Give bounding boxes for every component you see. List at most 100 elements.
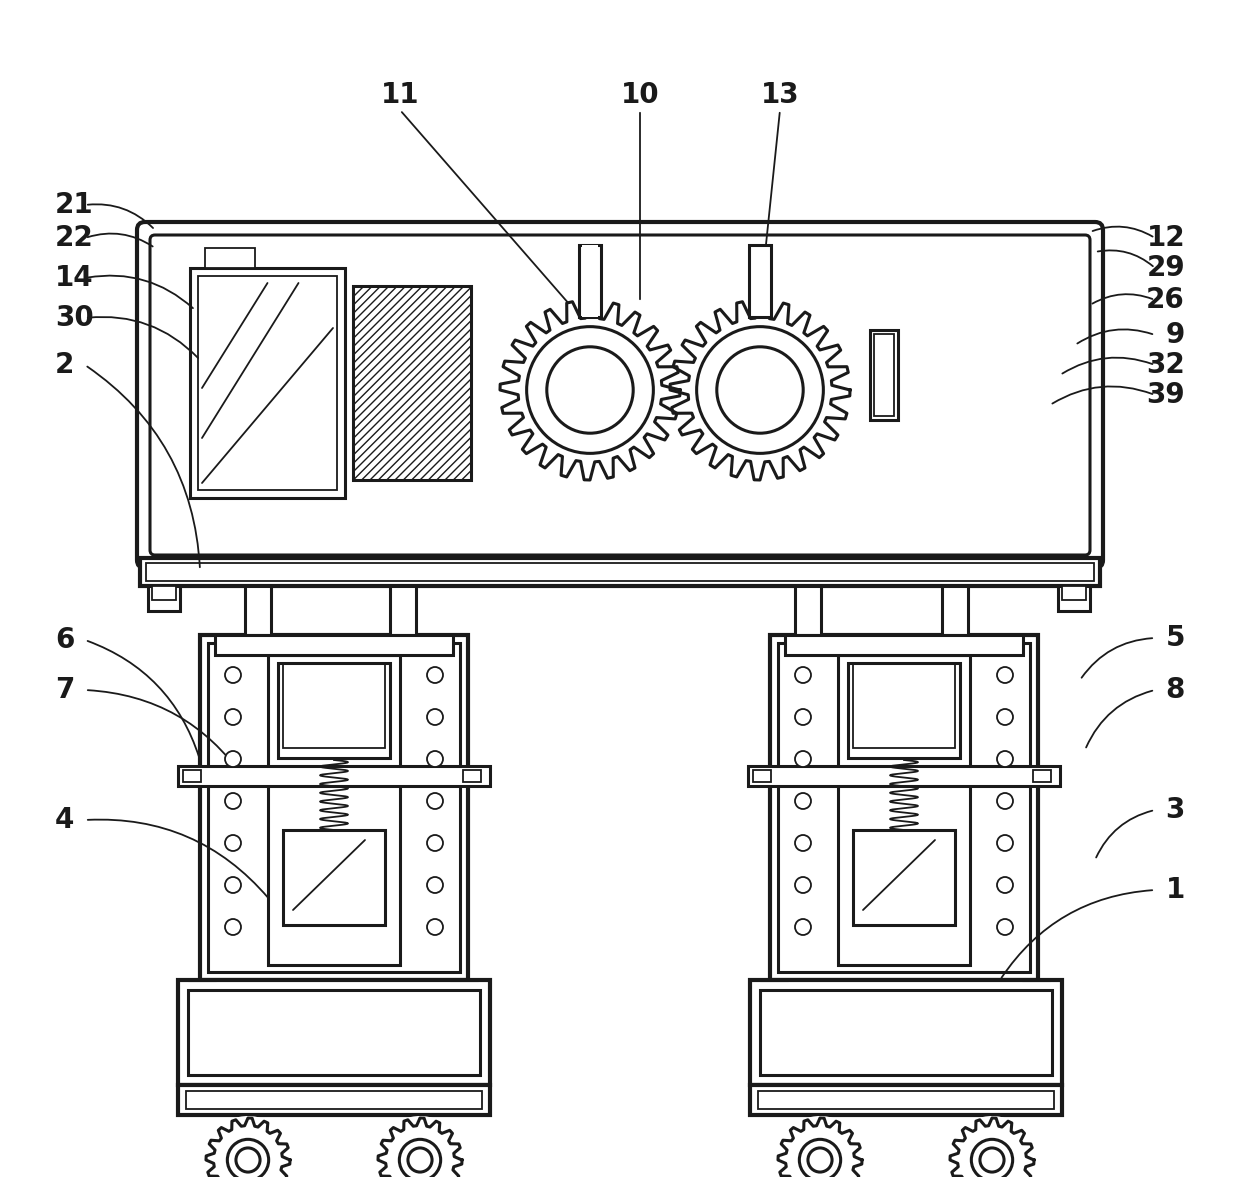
Bar (853, 663, 955, 749)
Bar (750, 980, 1061, 1085)
Circle shape (224, 919, 241, 935)
Bar (140, 558, 1100, 586)
Text: 9: 9 (1166, 321, 1185, 350)
Bar (200, 636, 467, 980)
Text: 14: 14 (55, 264, 94, 292)
Circle shape (795, 751, 811, 767)
Text: 22: 22 (55, 224, 94, 252)
Bar (795, 586, 821, 636)
Bar (208, 643, 460, 972)
Text: 13: 13 (760, 81, 800, 109)
Bar (278, 663, 391, 758)
Circle shape (527, 327, 653, 453)
Text: 39: 39 (1146, 381, 1185, 408)
Bar (1058, 586, 1090, 611)
Circle shape (408, 1148, 432, 1172)
Bar (148, 586, 180, 611)
Bar (760, 990, 1052, 1075)
Circle shape (376, 1116, 464, 1177)
Text: 2: 2 (55, 351, 74, 379)
Bar (179, 980, 490, 1085)
Circle shape (547, 347, 634, 433)
Text: 7: 7 (55, 676, 74, 704)
Text: 11: 11 (381, 81, 419, 109)
Circle shape (971, 1139, 1013, 1177)
Circle shape (776, 1116, 864, 1177)
Text: 10: 10 (621, 81, 660, 109)
Circle shape (427, 919, 443, 935)
Text: 3: 3 (1166, 796, 1185, 824)
Bar (283, 830, 384, 925)
Circle shape (697, 327, 823, 453)
Bar (391, 586, 415, 636)
Text: 4: 4 (55, 806, 74, 834)
Circle shape (236, 1148, 260, 1172)
Circle shape (997, 793, 1013, 809)
Text: 1: 1 (1166, 876, 1185, 904)
Bar (246, 586, 272, 636)
Bar (748, 766, 1060, 786)
Circle shape (399, 1139, 440, 1177)
Bar (758, 1091, 1054, 1109)
Bar (874, 334, 894, 415)
Circle shape (717, 347, 804, 433)
Bar (838, 654, 970, 965)
Bar (463, 770, 481, 782)
Bar (785, 636, 1023, 654)
Bar (1033, 770, 1052, 782)
Circle shape (795, 919, 811, 935)
Circle shape (224, 834, 241, 851)
Bar (582, 245, 598, 317)
Bar (268, 654, 401, 965)
Bar (205, 248, 255, 268)
Circle shape (427, 834, 443, 851)
Circle shape (427, 877, 443, 893)
Circle shape (795, 877, 811, 893)
Circle shape (427, 751, 443, 767)
Text: 6: 6 (55, 626, 74, 654)
Bar (1061, 586, 1086, 600)
Bar (153, 586, 176, 600)
Circle shape (795, 709, 811, 725)
Circle shape (949, 1116, 1035, 1177)
Bar (749, 245, 771, 317)
Circle shape (795, 667, 811, 683)
Circle shape (427, 793, 443, 809)
Circle shape (980, 1148, 1004, 1172)
Bar (579, 245, 601, 317)
Bar (870, 330, 898, 420)
Bar (179, 766, 490, 786)
Circle shape (427, 667, 443, 683)
Bar (770, 636, 1038, 980)
Circle shape (427, 709, 443, 725)
Text: 29: 29 (1146, 254, 1185, 282)
Text: 26: 26 (1146, 286, 1185, 314)
Bar (777, 643, 1030, 972)
Text: 12: 12 (1146, 224, 1185, 252)
Circle shape (224, 709, 241, 725)
Text: 21: 21 (55, 191, 94, 219)
Circle shape (668, 298, 852, 483)
Circle shape (808, 1148, 832, 1172)
Circle shape (795, 834, 811, 851)
Circle shape (997, 877, 1013, 893)
Text: 30: 30 (55, 304, 94, 332)
Circle shape (224, 667, 241, 683)
Circle shape (227, 1139, 269, 1177)
Bar (848, 663, 960, 758)
Circle shape (800, 1139, 841, 1177)
Bar (753, 770, 771, 782)
Circle shape (997, 834, 1013, 851)
Text: 8: 8 (1166, 676, 1185, 704)
Circle shape (224, 793, 241, 809)
Bar (215, 636, 453, 654)
Circle shape (224, 751, 241, 767)
Bar (184, 770, 201, 782)
Bar (353, 286, 471, 480)
Circle shape (498, 298, 682, 483)
Bar (750, 1085, 1061, 1115)
Circle shape (224, 877, 241, 893)
Bar (942, 586, 968, 636)
Circle shape (997, 751, 1013, 767)
Bar (853, 830, 955, 925)
